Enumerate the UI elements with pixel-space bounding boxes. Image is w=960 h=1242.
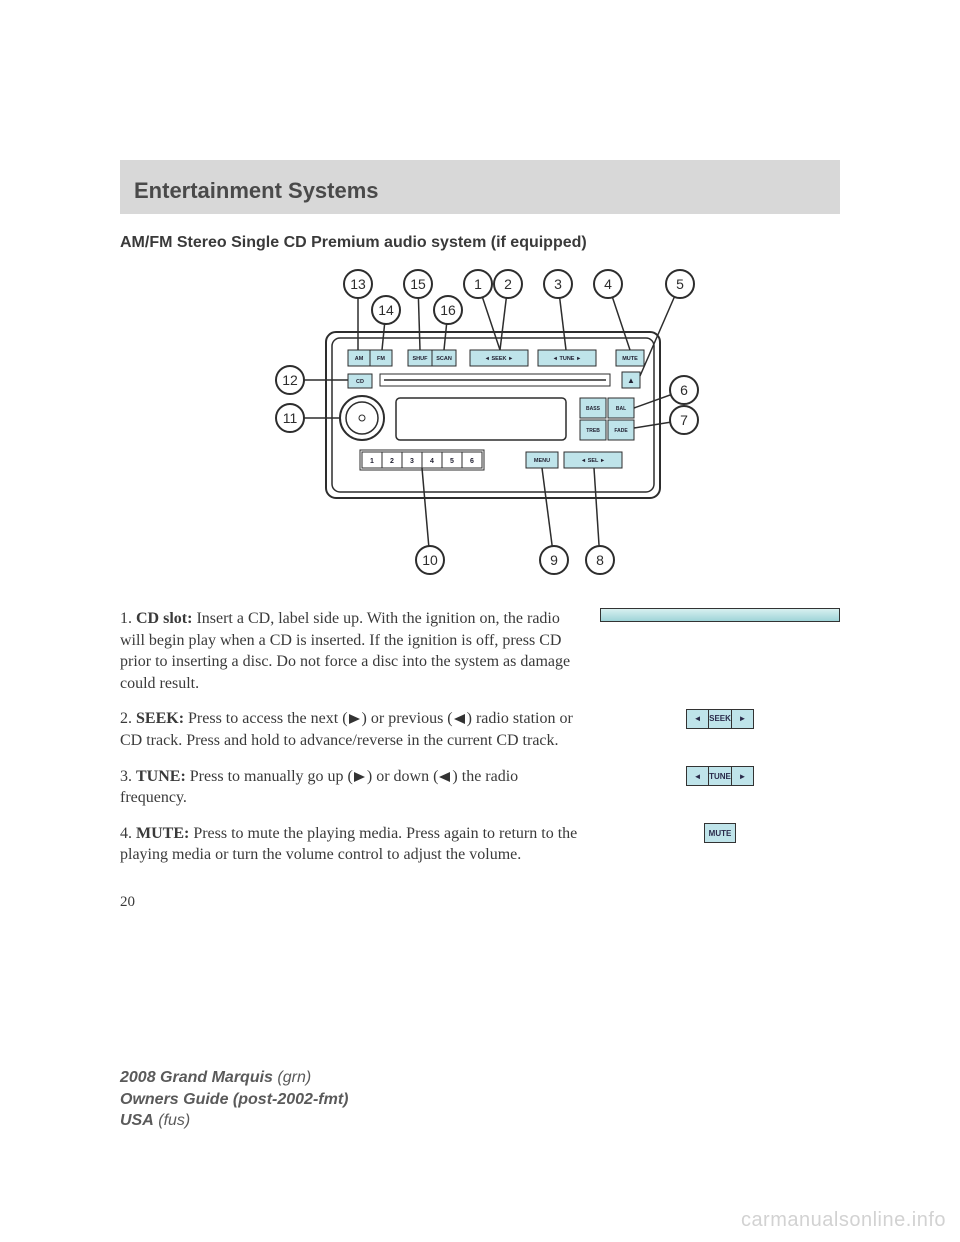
svg-text:CD: CD (356, 379, 364, 385)
item-desc-b: ) or down ( (367, 768, 439, 785)
section-title: Entertainment Systems (134, 178, 826, 204)
item-label: MUTE: (136, 825, 189, 842)
cd-slot-icon (600, 608, 840, 622)
svg-text:10: 10 (422, 552, 438, 568)
svg-text:16: 16 (440, 302, 456, 318)
svg-text:6: 6 (680, 382, 688, 398)
svg-text:3: 3 (554, 276, 562, 292)
svg-text:1: 1 (474, 276, 482, 292)
item-desc-a: Press to manually go up ( (186, 768, 353, 785)
item-illustration (580, 608, 840, 627)
list-item: 4. MUTE: Press to mute the playing media… (120, 823, 840, 866)
item-label: SEEK: (136, 710, 184, 727)
svg-text:2: 2 (390, 458, 394, 465)
play-left-icon (453, 713, 467, 725)
svg-text:4: 4 (430, 458, 434, 465)
subheading: AM/FM Stereo Single CD Premium audio sys… (120, 234, 840, 252)
item-number: 1. (120, 610, 132, 627)
svg-text:◄ SEL ►: ◄ SEL ► (581, 458, 606, 464)
item-text: 2. SEEK: Press to access the next ( ) or … (120, 708, 580, 751)
footer-guide: Owners Guide (post-2002-fmt) (120, 1089, 348, 1111)
item-number: 3. (120, 768, 132, 785)
item-number: 2. (120, 710, 132, 727)
item-label: TUNE: (136, 768, 186, 785)
svg-text:7: 7 (680, 412, 688, 428)
svg-text:2: 2 (504, 276, 512, 292)
item-text: 1. CD slot: Insert a CD, label side up. … (120, 608, 580, 694)
svg-text:BAL: BAL (616, 406, 626, 412)
svg-text:FM: FM (377, 356, 385, 362)
svg-text:5: 5 (450, 458, 454, 465)
svg-text:BASS: BASS (586, 406, 601, 412)
footer-region: USA (120, 1112, 154, 1129)
item-text: 3. TUNE: Press to manually go up ( ) or d… (120, 766, 580, 809)
svg-text:◄ TUNE ►: ◄ TUNE ► (553, 356, 582, 362)
play-right-icon (353, 771, 367, 783)
svg-text:4: 4 (604, 276, 612, 292)
item-illustration: ◄TUNE► (580, 766, 840, 787)
item-illustration: ◄SEEK► (580, 708, 840, 729)
list-item: 1. CD slot: Insert a CD, label side up. … (120, 608, 840, 694)
tune-button-icon: ◄TUNE► (686, 766, 754, 786)
svg-text:◄ SEEK ►: ◄ SEEK ► (485, 356, 514, 362)
svg-text:TREB: TREB (586, 428, 600, 434)
page-number: 20 (120, 894, 840, 911)
seek-button-icon: ◄SEEK► (686, 709, 754, 729)
svg-text:MENU: MENU (534, 458, 550, 464)
svg-text:AM: AM (355, 356, 364, 362)
item-desc-a: Press to access the next ( (184, 710, 348, 727)
svg-text:9: 9 (550, 552, 558, 568)
svg-text:SCAN: SCAN (436, 356, 452, 362)
svg-text:SHUF: SHUF (413, 356, 429, 362)
svg-text:13: 13 (350, 276, 366, 292)
item-text: 4. MUTE: Press to mute the playing media… (120, 823, 580, 866)
svg-text:14: 14 (378, 302, 394, 318)
svg-text:11: 11 (283, 410, 298, 426)
item-label: CD slot: (136, 610, 192, 627)
item-illustration: MUTE (580, 823, 840, 844)
item-desc-b: ) or previous ( (362, 710, 453, 727)
svg-text:MUTE: MUTE (622, 356, 638, 362)
list-item: 2. SEEK: Press to access the next ( ) or … (120, 708, 840, 751)
svg-text:15: 15 (410, 276, 426, 292)
play-right-icon (348, 713, 362, 725)
mute-button-icon: MUTE (704, 823, 736, 843)
section-header: Entertainment Systems (120, 160, 840, 214)
svg-text:12: 12 (282, 372, 298, 388)
play-left-icon (438, 771, 452, 783)
svg-text:1: 1 (370, 458, 374, 465)
page-footer: 2008 Grand Marquis (grn) Owners Guide (p… (120, 1067, 348, 1132)
radio-diagram: AM FM SHUF SCAN ◄ SEEK ► ◄ TUNE ► MUTE CD ▲ BASS B… (250, 268, 710, 578)
svg-text:5: 5 (676, 276, 684, 292)
watermark: carmanualsonline.info (741, 1209, 946, 1232)
svg-text:FADE: FADE (614, 428, 628, 434)
list-item: 3. TUNE: Press to manually go up ( ) or d… (120, 766, 840, 809)
footer-region-code: (fus) (158, 1112, 190, 1129)
item-desc: Press to mute the playing media. Press a… (120, 825, 577, 864)
item-number: 4. (120, 825, 132, 842)
svg-text:3: 3 (410, 458, 414, 465)
footer-model-code: (grn) (277, 1069, 311, 1086)
svg-text:8: 8 (596, 552, 604, 568)
svg-text:6: 6 (470, 458, 474, 465)
svg-text:▲: ▲ (627, 376, 635, 385)
footer-model: 2008 Grand Marquis (120, 1069, 273, 1086)
